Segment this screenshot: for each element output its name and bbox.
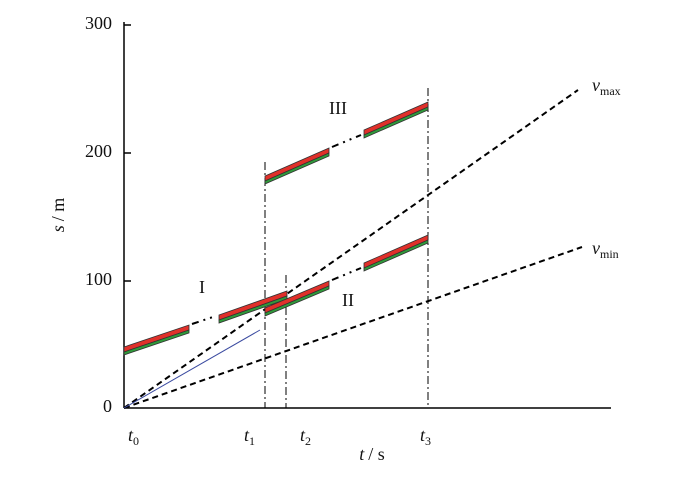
region-label: II [342,290,354,310]
time-label: t1 [244,425,255,448]
y-tick-label: 0 [103,396,112,416]
train-red [264,147,330,182]
speed-label: vmin [592,238,619,261]
region-label: III [329,98,347,118]
y-tick-label: 200 [85,141,112,161]
blue-line [123,329,261,409]
gap-dots [191,315,217,325]
vmax-line [123,89,579,409]
time-label: t2 [300,425,311,448]
train-red [123,324,190,353]
train-red [363,234,429,269]
y-tick-label: 100 [85,269,112,289]
time-label: t3 [420,425,431,448]
train-green [264,152,330,185]
train-green [363,106,429,139]
y-ticks [124,24,131,282]
vmin-line [123,246,583,409]
region-label: I [199,277,205,297]
x-axis-label: t / s [359,444,385,464]
y-axis-label: s/ m [48,198,68,233]
trains [123,101,429,356]
gap-dots [331,267,362,281]
train-green [363,239,429,272]
train-green [123,329,190,356]
train-red [363,101,429,136]
time-label: t0 [128,425,139,448]
gap-dots [331,134,362,148]
train-green [264,285,330,317]
y-tick-label: 300 [85,13,112,33]
speed-label: vmax [592,75,621,98]
